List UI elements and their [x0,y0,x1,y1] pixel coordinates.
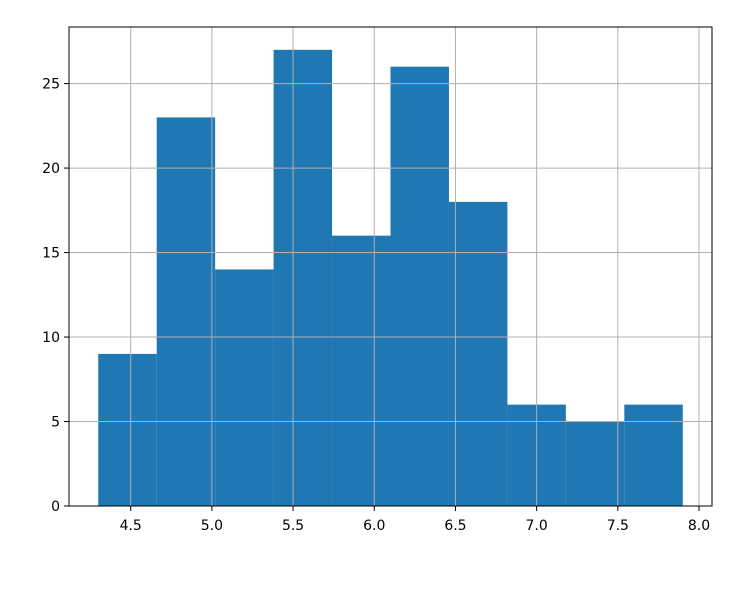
x-tick-label: 4.5 [120,518,142,534]
bar [273,49,333,507]
y-tick-label: 10 [42,330,60,346]
y-tick-label: 25 [42,77,60,93]
bar [448,201,508,506]
x-tick-label: 5.0 [201,518,223,534]
x-tick-label: 8.0 [688,518,710,534]
bar [332,235,391,506]
x-tick-label: 6.0 [363,518,385,534]
y-tick-label: 15 [42,246,60,262]
y-tick-label: 0 [51,499,60,515]
plot-frame [68,26,713,507]
y-tick-label: 20 [42,161,60,177]
x-tick-label: 7.5 [607,518,629,534]
y-tick-label: 5 [51,415,60,431]
bar [565,421,625,506]
x-tick-label: 7.0 [526,518,548,534]
bar [98,353,157,506]
bar [390,66,449,506]
x-tick-label: 5.5 [282,518,304,534]
bar [624,404,683,506]
bar [215,269,274,506]
x-tick-label: 6.5 [444,518,466,534]
bar [156,117,216,506]
